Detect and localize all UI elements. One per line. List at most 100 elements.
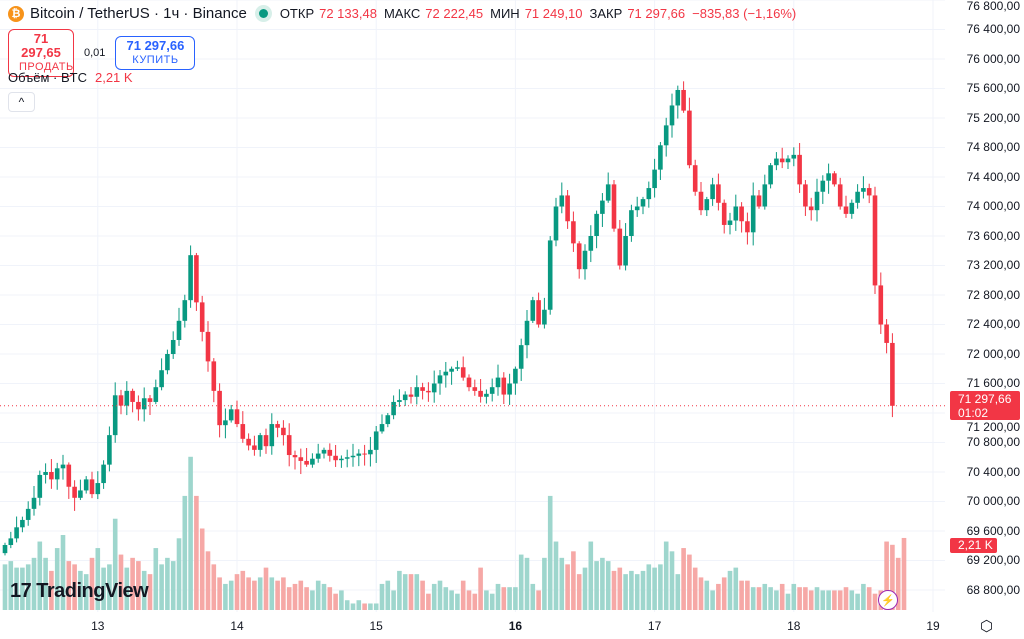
time-tick-label: 19 <box>926 619 940 633</box>
volume-bar <box>344 600 350 610</box>
candle-body <box>542 309 547 325</box>
candle-body <box>72 486 77 498</box>
candle-body <box>130 390 135 402</box>
candle-body <box>588 236 594 251</box>
candle-body <box>727 220 733 225</box>
candle-body <box>60 464 66 469</box>
lightning-icon[interactable]: ⚡ <box>878 590 898 610</box>
volume-bar <box>652 567 657 610</box>
candle-body <box>205 331 211 362</box>
volume-bar <box>634 574 640 610</box>
volume-bar <box>240 570 246 610</box>
volume-bar <box>489 593 495 610</box>
volume-bar <box>518 554 524 610</box>
volume-bar <box>37 541 43 610</box>
volume-bar <box>159 564 164 610</box>
change-value: −835,83 (−1,16%) <box>692 6 797 21</box>
candle-body <box>147 398 153 402</box>
candle-body <box>797 154 802 185</box>
volume-bar <box>43 557 48 610</box>
volume-bar <box>582 567 588 610</box>
time-tick-label: 17 <box>647 619 662 633</box>
volume-bar <box>60 535 66 610</box>
open-value: 72 133,48 <box>319 6 377 21</box>
candle-body <box>745 221 750 233</box>
candle-body <box>20 519 25 528</box>
volume-bar <box>408 574 414 610</box>
close-value: 71 297,66 <box>627 6 686 21</box>
candle-body <box>281 427 286 436</box>
price-tick-label: 75 200,00 <box>966 110 1020 125</box>
volume-bar <box>234 574 240 610</box>
candle-body <box>837 184 843 207</box>
candle-body <box>675 89 681 106</box>
volume-bar <box>54 548 60 610</box>
candle-body <box>629 210 634 236</box>
candle-body <box>25 508 31 520</box>
candle-body <box>513 368 518 384</box>
candle-body <box>240 424 246 439</box>
candle-body <box>536 300 541 325</box>
candle-body <box>286 435 292 456</box>
candle-body <box>878 285 884 325</box>
volume-bar <box>228 580 234 610</box>
candle-body <box>49 472 54 480</box>
collapse-legend-button[interactable]: ^ <box>8 92 35 112</box>
volume-bar <box>252 580 257 610</box>
volume-bar <box>205 551 211 610</box>
buy-button[interactable]: 71 297,66 КУПИТЬ <box>115 36 196 70</box>
volume-bar <box>263 567 269 610</box>
volume-bar <box>484 590 489 610</box>
chevron-up-icon: ^ <box>18 95 25 109</box>
volume-bar <box>756 587 762 610</box>
volume-legend[interactable]: Объём · BTC 2,21 K <box>8 70 133 85</box>
market-open-status-icon <box>258 9 268 18</box>
symbol-title[interactable]: Bitcoin / TetherUS · 1ч · Binance <box>30 5 247 22</box>
candle-body <box>524 320 530 346</box>
tradingview-logo[interactable]: 17 TradingView <box>10 580 149 603</box>
volume-bar <box>640 570 646 610</box>
candle-body <box>101 464 106 484</box>
candle-body <box>8 538 14 546</box>
volume-bar <box>663 541 669 610</box>
sell-button[interactable]: 71 297,65 ПРОДАТЬ <box>8 29 74 77</box>
volume-bar <box>646 564 652 610</box>
candle-body <box>571 221 576 244</box>
volume-bar <box>223 583 228 610</box>
candle-body <box>501 377 507 395</box>
candle-body <box>54 468 60 480</box>
price-tick-label: 74 800,00 <box>966 140 1020 154</box>
candle-body <box>2 545 8 554</box>
volume-bar <box>513 587 518 610</box>
volume-bar <box>849 590 855 610</box>
volume-bar <box>402 574 408 610</box>
settings-icon[interactable]: ⬡ <box>980 618 994 635</box>
volume-bar <box>675 574 681 610</box>
candle-body <box>124 390 130 406</box>
volume-bar <box>507 587 512 610</box>
volume-bar <box>750 587 756 610</box>
candle-body <box>756 195 762 207</box>
volume-bar <box>710 590 715 610</box>
volume-bar <box>211 564 217 610</box>
candle-body <box>884 324 889 343</box>
candle-body <box>153 387 159 402</box>
price-tick-label: 74 400,00 <box>966 169 1020 184</box>
volume-bar <box>292 583 298 610</box>
candle-body <box>872 195 878 286</box>
price-tick-label: 70 400,00 <box>966 464 1020 479</box>
volume-bar <box>547 495 553 610</box>
volume-bar <box>188 456 193 610</box>
candle-body <box>176 320 182 340</box>
candle-body <box>605 184 611 201</box>
symbol-legend: ₿ Bitcoin / TetherUS · 1ч · Binance ОТКР… <box>8 5 798 22</box>
candle-body <box>107 435 112 465</box>
candle-body <box>199 302 205 332</box>
candle-body <box>472 387 478 391</box>
candle-body <box>553 206 559 241</box>
volume-bar <box>588 541 594 610</box>
candle-body <box>112 395 118 436</box>
volume-bar <box>31 557 37 610</box>
volume-bar <box>658 564 663 610</box>
